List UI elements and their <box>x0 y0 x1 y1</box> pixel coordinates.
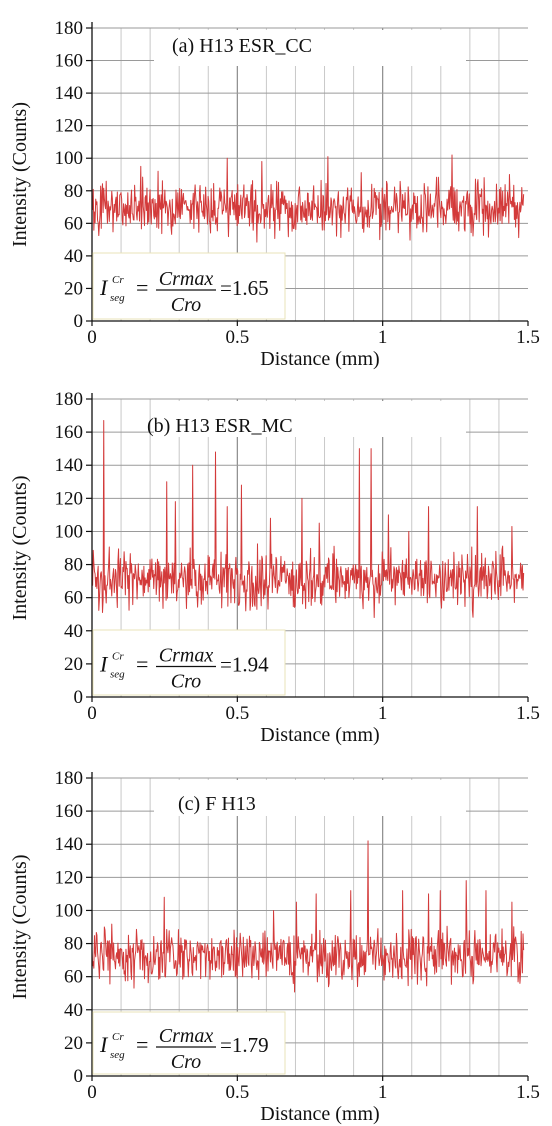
formula-subscript: seg <box>110 1049 125 1061</box>
y-tick-label: 60 <box>64 588 83 609</box>
y-tick-label: 40 <box>64 246 83 267</box>
formula-symbol: I <box>99 1032 109 1057</box>
annotation-box <box>92 252 286 320</box>
y-tick-label: 20 <box>64 1033 83 1054</box>
y-tick-label: 160 <box>55 801 84 822</box>
formula-superscript: Cr <box>112 274 124 286</box>
y-tick-label: 120 <box>55 116 84 137</box>
title-backdrop <box>154 30 466 66</box>
formula-symbol: I <box>99 652 109 677</box>
y-tick-label: 100 <box>55 900 84 921</box>
formula-denominator: Cro <box>171 1051 201 1073</box>
x-tick-label: 1 <box>378 1082 388 1103</box>
y-tick-label: 120 <box>55 867 84 888</box>
y-tick-label: 140 <box>55 834 84 855</box>
formula-denominator: Cro <box>171 294 201 316</box>
formula-value: =1.65 <box>220 276 269 300</box>
y-tick-label: 180 <box>55 389 84 410</box>
chart-panel-2: (c) F H13 0 20 40 60 80 100 120 140 160 180 0 0.5 1 1.… <box>9 768 540 1125</box>
formula-numerator: Crmax <box>159 645 214 667</box>
x-tick-label: 0.5 <box>225 703 249 724</box>
x-tick-label: 1 <box>378 327 388 348</box>
y-tick-label: 80 <box>64 181 83 202</box>
x-axis-label: Distance (mm) <box>260 724 379 746</box>
y-axis-label: Intensity (Counts) <box>9 476 31 621</box>
y-tick-label: 100 <box>55 521 84 542</box>
x-tick-label: 1.5 <box>516 703 540 724</box>
y-tick-label: 80 <box>64 555 83 576</box>
x-tick-label: 0.5 <box>225 327 249 348</box>
formula-numerator: Crmax <box>159 1025 214 1047</box>
series-line <box>91 420 525 619</box>
x-tick-label: 0 <box>87 703 97 724</box>
x-axis-label: Distance (mm) <box>260 1103 379 1125</box>
x-axis-label: Distance (mm) <box>260 348 379 370</box>
y-tick-label: 100 <box>55 148 84 169</box>
series-line <box>91 154 525 243</box>
formula-subscript: seg <box>110 669 125 681</box>
y-tick-label: 80 <box>64 934 83 955</box>
chart-panel-1: (b) H13 ESR_MC 0 20 40 60 80 100 120 140 160 180 0 0… <box>9 389 540 746</box>
x-tick-label: 1 <box>378 703 388 724</box>
annotation-box <box>92 1011 286 1075</box>
y-tick-label: 60 <box>64 967 83 988</box>
y-axis-label: Intensity (Counts) <box>9 102 31 247</box>
formula-superscript: Cr <box>112 651 124 663</box>
formula-equals: = <box>136 1032 148 1057</box>
x-tick-label: 1.5 <box>516 1082 540 1103</box>
formula-value: =1.94 <box>220 653 269 677</box>
y-tick-label: 40 <box>64 621 83 642</box>
formula-denominator: Cro <box>171 671 201 693</box>
formula-equals: = <box>136 275 148 300</box>
y-axis-label: Intensity (Counts) <box>9 855 31 1000</box>
y-tick-label: 20 <box>64 278 83 299</box>
y-tick-label: 160 <box>55 51 84 72</box>
y-tick-label: 120 <box>55 488 84 509</box>
chart-title: (c) F H13 <box>178 793 256 815</box>
y-tick-label: 20 <box>64 654 83 675</box>
chart-title: (b) H13 ESR_MC <box>147 415 293 437</box>
x-tick-label: 0 <box>87 1082 97 1103</box>
title-backdrop <box>154 401 466 437</box>
y-tick-label: 0 <box>74 1066 84 1087</box>
annotation-box <box>92 629 286 696</box>
formula-equals: = <box>136 652 148 677</box>
x-tick-label: 0.5 <box>225 1082 249 1103</box>
formula-numerator: Crmax <box>159 268 214 290</box>
y-tick-label: 60 <box>64 213 83 234</box>
y-tick-label: 180 <box>55 768 84 789</box>
chart-panel-0: (a) H13 ESR_CC 0 20 40 60 80 100 120 140 160 180 0 0… <box>9 18 540 370</box>
y-tick-label: 0 <box>74 311 84 332</box>
formula-subscript: seg <box>110 292 125 304</box>
y-tick-label: 140 <box>55 455 84 476</box>
y-tick-label: 0 <box>74 687 84 708</box>
formula-superscript: Cr <box>112 1031 124 1043</box>
series-line <box>91 840 525 993</box>
formula-value: =1.79 <box>220 1033 269 1057</box>
formula-symbol: I <box>99 275 109 300</box>
x-tick-label: 1.5 <box>516 327 540 348</box>
y-tick-label: 40 <box>64 1000 83 1021</box>
x-tick-label: 0 <box>87 327 97 348</box>
title-backdrop <box>154 780 466 816</box>
y-tick-label: 160 <box>55 422 84 443</box>
y-tick-label: 180 <box>55 18 84 39</box>
y-tick-label: 140 <box>55 83 84 104</box>
chart-title: (a) H13 ESR_CC <box>172 35 312 57</box>
